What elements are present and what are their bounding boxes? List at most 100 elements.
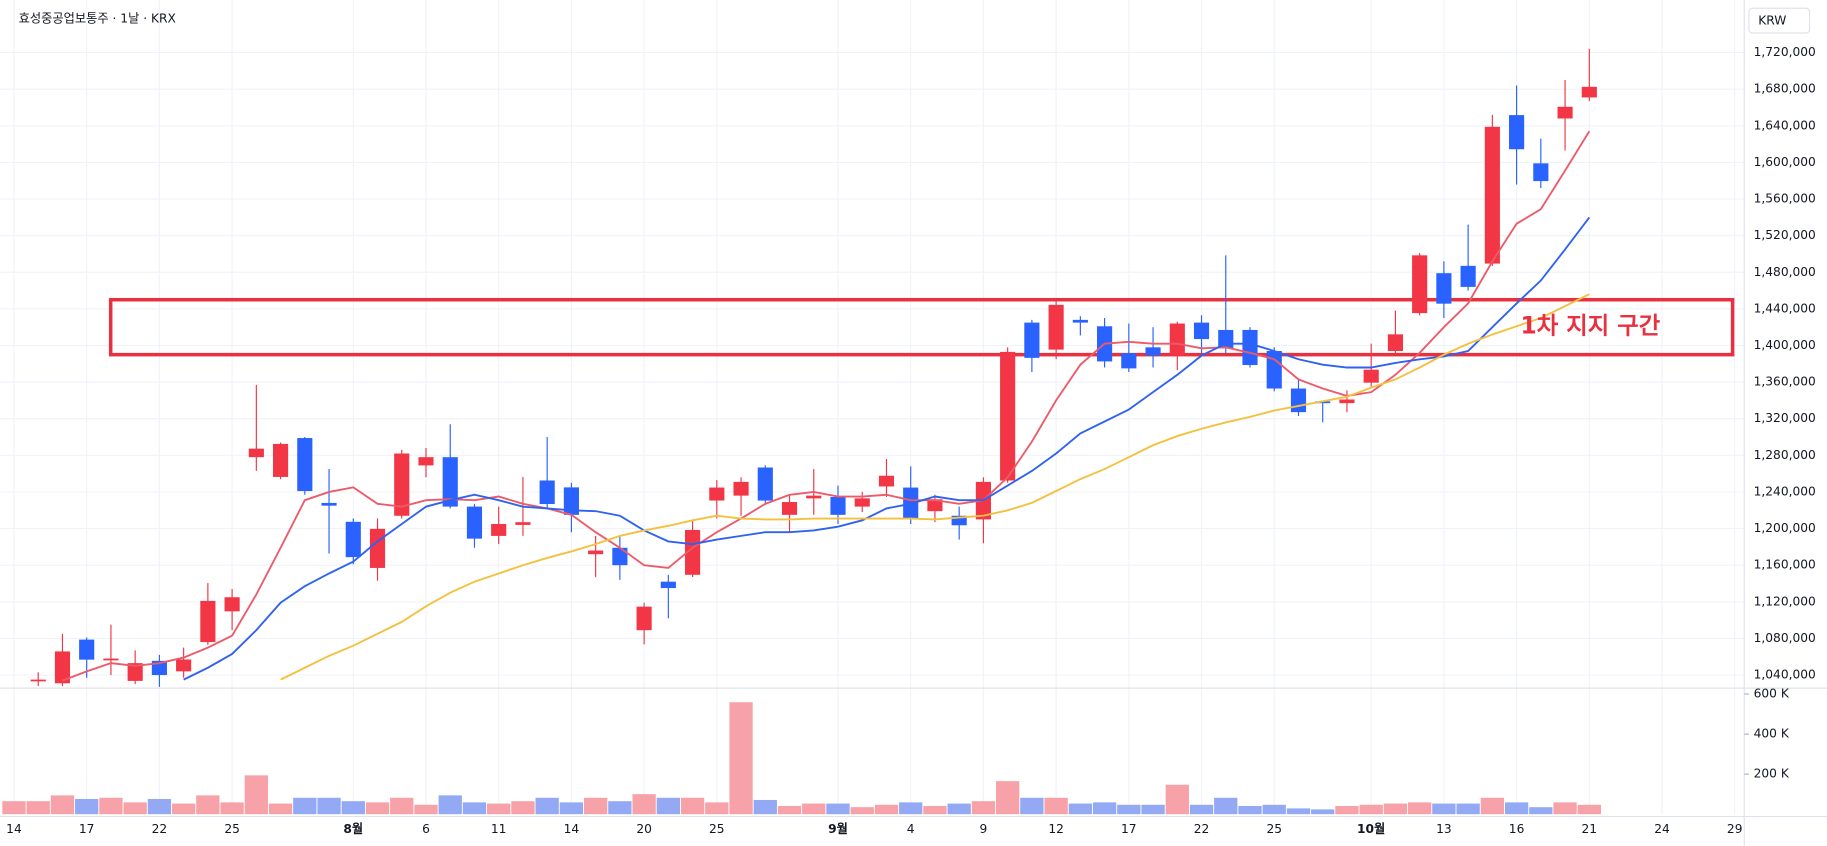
volume-bar (1553, 802, 1577, 815)
volume-bar (850, 807, 874, 815)
volume-bar (511, 801, 535, 815)
candle-body (1436, 273, 1452, 304)
volume-bar (777, 805, 802, 815)
volume-bar (1432, 803, 1456, 815)
volume-bar (947, 803, 971, 815)
volume-bar (390, 797, 414, 815)
volume-bar (1335, 805, 1359, 815)
candle-body (563, 487, 579, 515)
volume-bar (583, 797, 608, 815)
candle-body (297, 438, 313, 492)
volume-bar (608, 801, 632, 815)
y-tick-label: 1,440,000 (1754, 301, 1816, 315)
volume-bar (995, 781, 1020, 815)
candle-body (1290, 388, 1307, 413)
candle-body (612, 547, 628, 566)
candle-body (588, 550, 604, 555)
candle-body (442, 457, 458, 507)
candle-body (854, 498, 870, 507)
y-tick-label: 1,680,000 (1754, 82, 1816, 96)
y-tick-label: 1,400,000 (1754, 338, 1816, 352)
candle-body (1121, 353, 1137, 369)
candle-body (733, 481, 749, 496)
volume-bar (75, 798, 99, 815)
candle-body (1242, 329, 1258, 365)
candle-body (1509, 115, 1525, 150)
candle-body (1145, 347, 1161, 356)
volume-bar (632, 794, 656, 815)
candle-body (103, 658, 119, 661)
x-tick-label: 4 (907, 822, 915, 836)
x-tick-label: 25 (709, 822, 725, 836)
volume-bar (753, 799, 777, 815)
candle-body (1581, 86, 1597, 98)
candle-body (539, 480, 555, 505)
y-tick-label: 1,040,000 (1754, 667, 1816, 681)
x-tick-label: 25 (1266, 822, 1282, 836)
volume-bar (1189, 804, 1214, 815)
volume-bar (1504, 802, 1529, 815)
volume-bar (196, 795, 220, 815)
candle-body (636, 606, 652, 631)
x-tick-label: 9 (980, 822, 988, 836)
volume-bar (680, 797, 705, 815)
volume-bar (1456, 803, 1480, 815)
candle-body (1193, 322, 1210, 340)
candle-body (394, 453, 410, 516)
x-tick-label: 22 (152, 822, 168, 836)
x-tick-label: 13 (1436, 822, 1452, 836)
currency-label[interactable]: KRW (1758, 14, 1786, 28)
candle-body (345, 521, 361, 558)
candle-body (79, 639, 95, 660)
x-tick-label: 17 (79, 822, 95, 836)
candle-body (927, 499, 943, 512)
candle-body (1387, 334, 1403, 351)
volume-bar (293, 797, 317, 815)
candle-body (878, 475, 895, 487)
volume-bar (317, 797, 341, 815)
volume-bar (1408, 802, 1432, 815)
volume-tick-label: 600 K (1754, 687, 1790, 701)
price-pane: 1차 지지 구간 (30, 48, 1735, 687)
candle-body (127, 663, 143, 681)
volume-bar (1238, 805, 1262, 815)
volume-bar (2, 801, 26, 815)
volume-bar (1044, 797, 1068, 815)
volume-bar (1529, 807, 1553, 815)
candle-body (466, 506, 483, 539)
volume-bar (1214, 797, 1238, 815)
volume-bar (438, 795, 462, 815)
y-tick-label: 1,160,000 (1754, 558, 1816, 572)
volume-pane (2, 702, 1601, 815)
volume-bar (899, 802, 923, 815)
candle-body (321, 502, 337, 506)
y-tick-label: 1,720,000 (1754, 45, 1816, 59)
candle-body (781, 502, 798, 515)
candle-body (1169, 323, 1185, 356)
x-tick-label: 12 (1048, 822, 1064, 836)
x-tick-label: 8월 (343, 821, 363, 836)
volume-tick-label: 400 K (1754, 727, 1790, 741)
moving-average-line (62, 130, 1591, 682)
x-tick-label: 6 (422, 822, 430, 836)
y-tick-label: 1,280,000 (1754, 448, 1816, 462)
candle-body (200, 600, 216, 643)
volume-bar (220, 802, 244, 815)
candle-body (1072, 319, 1088, 323)
volume-bar (705, 802, 729, 815)
moving-average-line (183, 216, 1591, 681)
volume-bar (1020, 797, 1044, 815)
currency-box[interactable] (1748, 7, 1811, 34)
volume-tick-label: 200 K (1754, 767, 1790, 781)
volume-bar (99, 797, 123, 815)
volume-bar (341, 801, 365, 815)
volume-bar (802, 803, 826, 815)
volume-bar (462, 802, 487, 815)
volume-bar (1092, 802, 1117, 815)
volume-bar (1262, 804, 1286, 815)
volume-bar (123, 802, 147, 815)
candle-body (1557, 106, 1573, 119)
volume-bar (923, 805, 947, 815)
